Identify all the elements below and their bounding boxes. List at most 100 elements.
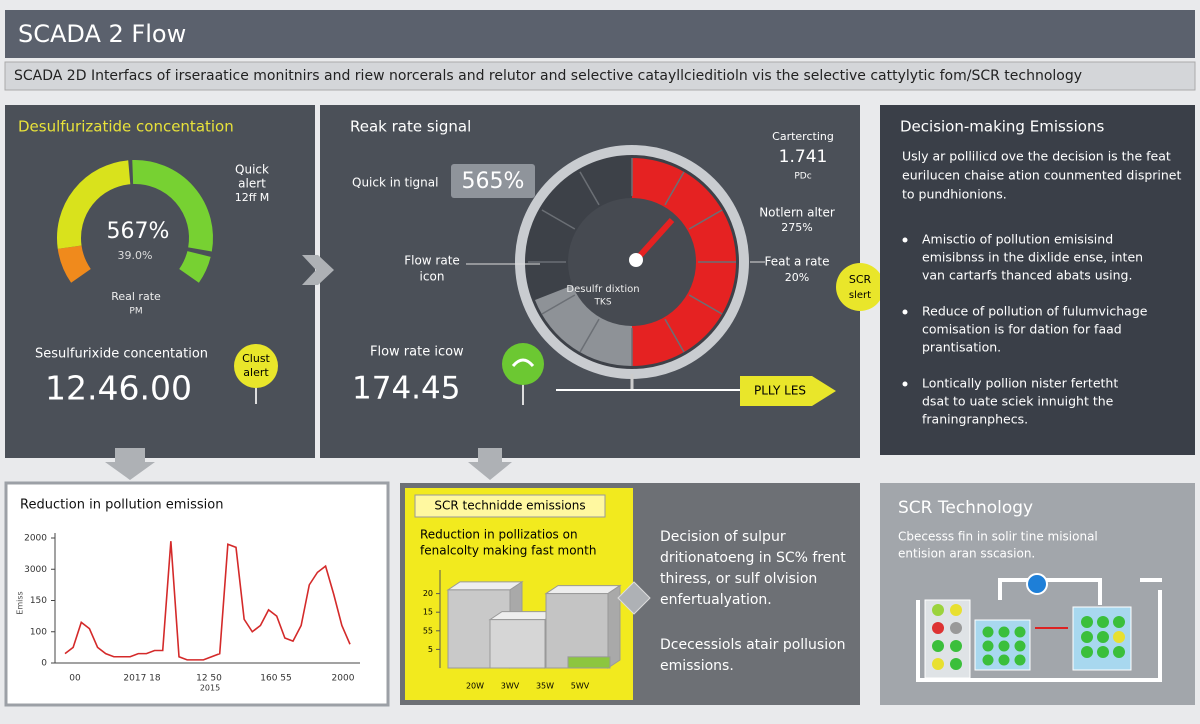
panel-text: Decision of sulpur — [660, 529, 786, 545]
gauge-sub: 39.0% — [118, 249, 153, 262]
indicator — [1097, 631, 1109, 643]
y-tick-label: 3000 — [24, 565, 47, 575]
x-tick-label: 00 — [69, 674, 81, 684]
indicator — [1014, 640, 1026, 652]
x-tick-label: 35W — [536, 682, 554, 691]
chart-title: Reduction in pollizatios on — [420, 528, 578, 542]
panel-title: Reak rate signal — [350, 118, 471, 136]
indicator — [932, 658, 944, 670]
bullet — [902, 381, 908, 387]
y-tick-label: 5 — [428, 645, 433, 654]
reactor — [924, 599, 971, 679]
gauge-note: 1.741 — [779, 147, 828, 167]
x-tick-label: 12 50 — [196, 674, 222, 684]
bar — [545, 593, 609, 669]
indicator — [1081, 631, 1093, 643]
quick-alert: 12ff M — [235, 191, 270, 204]
gauge-arc — [178, 250, 211, 283]
indicator — [998, 626, 1010, 638]
line-chart: 0 100 150 3000 2000 00 2017 18 12 50 160 55 2000 — [24, 533, 360, 684]
alert-text: alert — [243, 366, 269, 379]
bullet-text: van cartarfs thanced abats using. — [922, 268, 1132, 283]
indicator — [982, 640, 994, 652]
panel-text: Cbecesss fin in solir tine misional — [898, 530, 1098, 544]
gauge-tick — [664, 171, 685, 206]
y-tick-label: 2000 — [24, 534, 47, 544]
bullet-text: prantisation. — [922, 340, 1001, 355]
indicator — [1081, 616, 1093, 628]
arrow-tag — [740, 376, 836, 406]
real-rate: Real rate — [111, 290, 161, 303]
bullet-text: Reduce of pollution of fulumvichage — [922, 304, 1148, 319]
indicator — [932, 640, 944, 652]
indicator — [932, 604, 944, 616]
signal-box — [451, 164, 535, 198]
x-tick-label: 3WV — [501, 682, 520, 691]
header-bar — [5, 10, 1195, 58]
indicator — [998, 654, 1010, 666]
tag — [414, 494, 606, 518]
gauge-label: TKS — [593, 298, 611, 308]
flow-icon-glyph — [511, 358, 535, 368]
flow-icon-label: Flow rate — [404, 254, 460, 268]
indicators — [932, 604, 1125, 670]
indicator — [1113, 646, 1125, 658]
gauge-note: 275% — [781, 221, 812, 234]
gauge — [57, 160, 213, 283]
indicator — [1014, 654, 1026, 666]
big-value: 12.46.00 — [45, 369, 192, 408]
gauge-note: PDc — [794, 172, 811, 182]
chart-title: Reduction in pollution emission — [20, 498, 223, 513]
gauge-tick — [579, 171, 600, 206]
signal-value: 565% — [462, 169, 525, 194]
y-tick-label: 15 — [423, 608, 433, 617]
real-rate: PM — [129, 307, 142, 317]
gauge-note: Feat a rate — [764, 255, 829, 269]
label: Sesulfurixide concentation — [35, 347, 208, 362]
arrow — [302, 255, 334, 285]
alert-badge — [836, 263, 884, 311]
indicator — [1097, 616, 1109, 628]
indicator — [998, 640, 1010, 652]
flow-label: Flow rate icow — [370, 345, 464, 360]
subtitle-bar — [4, 61, 1196, 91]
y-axis-label: Emiss — [16, 591, 25, 614]
y-tick-label: 150 — [30, 596, 47, 606]
indicator — [950, 622, 962, 634]
decision-text: Decision-making Emissions Usly ar pollili… — [900, 118, 1181, 427]
quick-alert: Quick — [235, 163, 269, 177]
gauge-tick — [541, 209, 576, 230]
panel — [880, 105, 1195, 455]
bullet-text: franingranphecs. — [922, 412, 1028, 427]
gauge — [515, 145, 749, 390]
panel-text: thiress, or sulf olvision — [660, 571, 817, 587]
signal-label: Quick in tignal — [352, 176, 438, 190]
alert-badge — [234, 344, 278, 388]
panel-text: Dcecessiols atair pollusion — [660, 637, 846, 653]
indicator — [982, 626, 994, 638]
gauge-tick — [579, 318, 600, 353]
valve — [1026, 573, 1048, 595]
panel-text: entision aran sscasion. — [898, 547, 1035, 561]
flow-icon-label: icon — [420, 270, 445, 284]
y-tick-label: 0 — [41, 659, 47, 669]
gauge-arc — [132, 160, 213, 252]
bullet-text: comisation is for dation for faad — [922, 322, 1122, 337]
indicator — [1113, 631, 1125, 643]
panel-title: SCR Technology — [898, 498, 1033, 518]
x-sublabel: 2015 — [200, 684, 220, 693]
y-tick-label: 100 — [30, 627, 47, 637]
x-tick-label: 160 55 — [260, 674, 292, 684]
panel — [4, 481, 390, 707]
scr-diagram — [916, 573, 1162, 682]
pipe — [916, 578, 1162, 682]
gauge-value: 567% — [107, 219, 170, 244]
bullet — [902, 309, 908, 315]
indicator — [1097, 646, 1109, 658]
x-tick-label: 20W — [466, 682, 484, 691]
arrow-label: PLLY LES — [754, 384, 806, 398]
y-tick-label: 55 — [423, 626, 433, 635]
gauge-arc — [57, 160, 131, 249]
indicator — [950, 658, 962, 670]
